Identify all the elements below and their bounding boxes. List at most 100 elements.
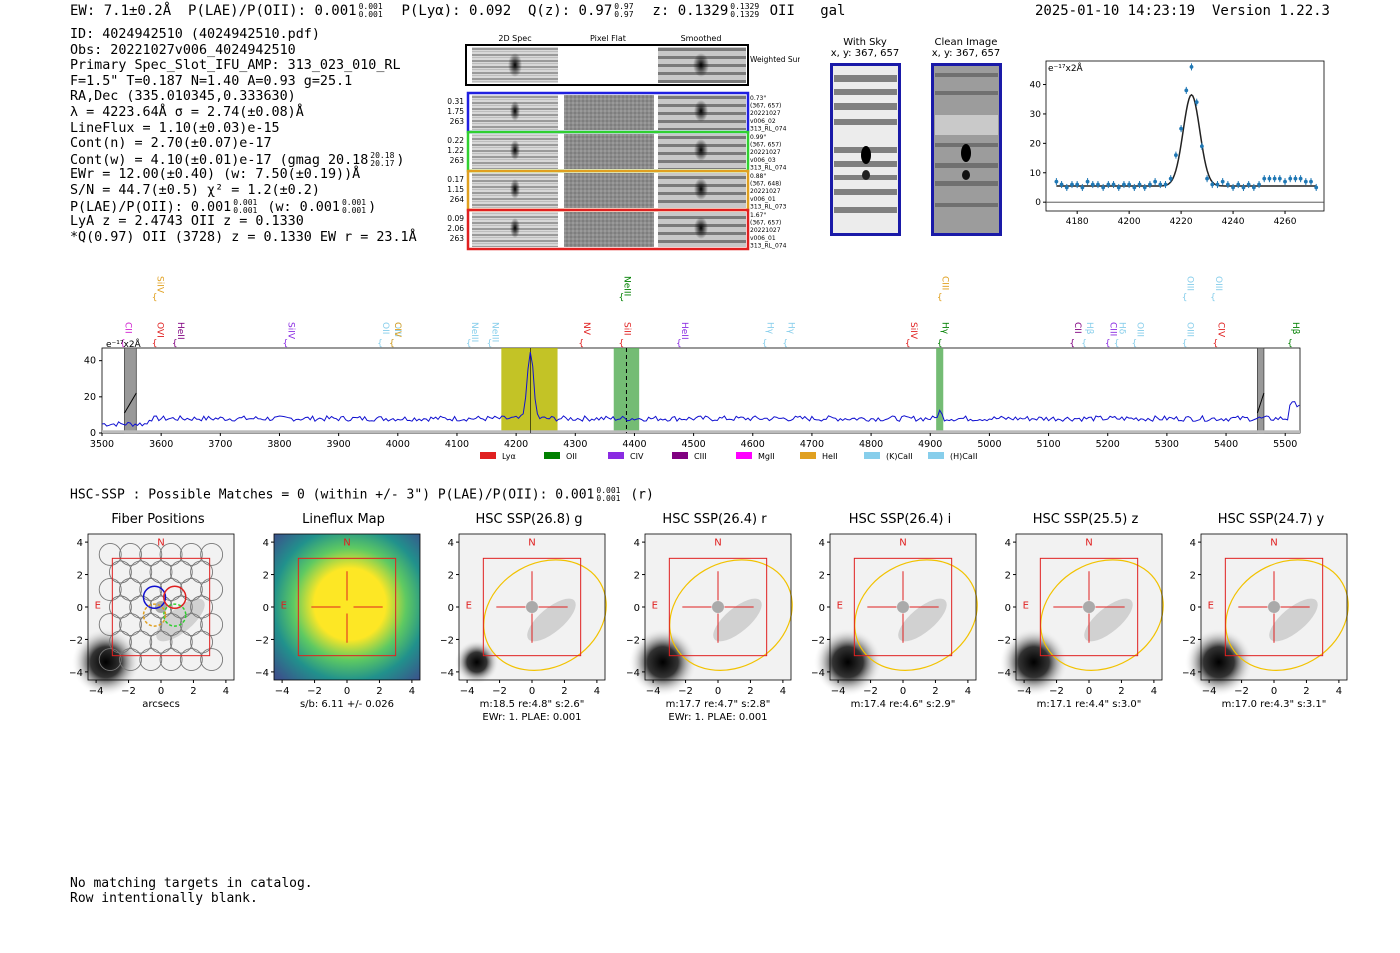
line-fit-ytick-label: 40	[1030, 81, 1042, 91]
fiber-circle	[159, 648, 183, 672]
north-label: N	[899, 537, 906, 548]
spectrum-line-brace: {	[1182, 339, 1188, 349]
weighted-2d-source	[508, 53, 522, 77]
cutout-smoothed-source	[694, 217, 708, 239]
bright-source	[1184, 628, 1253, 697]
cutout-smoothed-source	[694, 139, 708, 161]
spectrum-xtick-label: 4800	[859, 439, 883, 450]
spectrum-line-brace: {	[762, 339, 768, 349]
info-primary: Primary Spec_Slot_IFU_AMP: 313_023_010_R…	[70, 58, 401, 74]
hsc-panel-caption: m:18.5 re:4.8" s:2.6"	[480, 699, 585, 710]
xtick-label: −2	[121, 686, 136, 697]
spectrum-line-label: CII	[123, 322, 133, 334]
ytick-label: −2	[70, 635, 83, 646]
header-qz-frac: 0.97 0.97	[614, 2, 634, 19]
legend-swatch	[608, 452, 624, 459]
xtick-label: −2	[678, 686, 693, 697]
xtick-label: −2	[492, 686, 507, 697]
ytick-label: −4	[1183, 668, 1196, 679]
xtick-label: −2	[1049, 686, 1064, 697]
with-sky-caption: With Sky x, y: 367, 657	[812, 37, 918, 59]
fiber-circle	[169, 560, 193, 584]
hsc-panel-caption: m:17.0 re:4.3" s:3.1"	[1222, 699, 1327, 710]
xtick-label: 0	[343, 686, 349, 697]
ytick-label: 0	[633, 603, 639, 614]
cutout-stat: 263	[450, 117, 465, 126]
cutout-stat: 263	[450, 156, 465, 165]
hsc-panel-title: Fiber Positions	[111, 512, 205, 527]
spectrum-line-brace: {	[937, 293, 943, 303]
spectrum-line-label: OIII	[392, 322, 402, 337]
line-fit-ytick-label: 30	[1030, 110, 1042, 120]
with-sky-image	[830, 63, 901, 236]
cutout-2d-source	[510, 218, 520, 238]
header-class: gal	[820, 3, 846, 19]
legend-swatch	[736, 452, 752, 459]
ytick-label: 0	[1004, 603, 1010, 614]
line-fit-point	[1163, 182, 1168, 187]
info-qline: *Q(0.97) OII (3728) z = 0.1330 EW r = 23…	[70, 229, 417, 245]
cutout-meta: 20221027	[750, 110, 781, 117]
spectrum-line-brace: {	[937, 339, 943, 349]
spectrum-xtick-label: 3900	[327, 439, 351, 450]
cutout-stat: 1.15	[447, 185, 464, 194]
cutout-frame	[466, 208, 750, 251]
cutout-meta: (367, 648)	[750, 181, 781, 188]
hsc-panel-caption-2: EWr: 1. PLAE: 0.001	[482, 712, 581, 723]
target-source	[897, 601, 909, 613]
cutout-meta: 0.99"	[750, 134, 766, 141]
legend-swatch	[864, 452, 880, 459]
spectrum-line-brace: {	[1182, 293, 1188, 303]
line-fit-unit: e⁻¹⁷x2Å	[1048, 62, 1084, 74]
line-fit-point	[1231, 185, 1235, 190]
spectrum-line-brace: {	[466, 339, 472, 349]
info-block: ID: 4024942510 (4024942510.pdf) Obs: 202…	[70, 27, 417, 245]
line-fit-gaussian	[1056, 93, 1317, 187]
hsc-panel-caption: arcsecs	[142, 699, 180, 710]
hsc-panel-plot: N E −4 −2 0 2 4 4 2 0 −2 −4 m:17.1 re:4.4" s:3.0"	[998, 533, 1164, 710]
header-line: OII	[769, 3, 795, 19]
search-box	[1224, 557, 1324, 657]
weighted-label-text: Weighted Sum	[750, 55, 800, 64]
xtick-label: 2	[1118, 686, 1124, 697]
spectrum-xtick-label: 5500	[1273, 439, 1297, 450]
hsc-panel-plot: N E −4 −2 0 2 4 4 2 0 −2 −4 m:18.5 re:4.8" s:2.6" EWr…	[441, 533, 607, 723]
east-label: E	[1022, 601, 1028, 612]
legend-label: MgII	[758, 452, 775, 461]
hsc-summary-text: HSC-SSP : Possible Matches = 0 (within +…	[70, 487, 595, 503]
east-label: E	[1208, 601, 1214, 612]
spectrum-frame	[101, 347, 1301, 434]
line-fit-point	[1298, 176, 1303, 181]
north-label: N	[157, 537, 164, 548]
ytick-label: −2	[627, 635, 640, 646]
flux-map-image	[273, 534, 420, 680]
fiber-circle	[200, 648, 224, 672]
aperture-ellipse	[1039, 559, 1164, 671]
line-fit-point	[1293, 176, 1298, 181]
east-label: E	[837, 601, 843, 612]
ytick-label: −4	[441, 668, 454, 679]
xtick-label: 0	[714, 686, 720, 697]
line-fit-ytick-label: 10	[1030, 169, 1042, 179]
line-fit-point	[1220, 179, 1225, 184]
hsc-panel-plot: N E −4 −2 0 2 4 4 2 0 −2 −4 s/b: 6.11 +/- 0.026	[256, 533, 420, 710]
hsc-panel-caption: m:17.4 re:4.6" s:2.9"	[851, 699, 956, 710]
cutout-stat: 0.17	[447, 175, 464, 184]
line-fit-point	[1215, 182, 1220, 187]
cutout-meta: (367, 657)	[750, 142, 781, 149]
ytick-label: −2	[998, 635, 1011, 646]
clean-title: Clean Image	[934, 37, 998, 48]
spectrum-line-label: HeII	[175, 322, 185, 340]
cutout-flat	[564, 95, 654, 130]
line-fit-point	[1090, 182, 1095, 187]
north-label: N	[528, 537, 535, 548]
xtick-label: −4	[831, 686, 846, 697]
line-fit-marks: 4180 4200 4220 4240 4260 0 10 20 30 40	[1030, 63, 1324, 227]
cutout-2d-source	[510, 179, 520, 199]
spectrum-line-brace: {	[1114, 339, 1120, 349]
info-contn: Cont(n) = 2.70(±0.07)e-17	[70, 136, 272, 152]
info-id: ID: 4024942510 (4024942510.pdf)	[70, 27, 320, 42]
line-fit-point	[1075, 182, 1080, 187]
weighted-label: Weighted Sum	[750, 55, 800, 64]
